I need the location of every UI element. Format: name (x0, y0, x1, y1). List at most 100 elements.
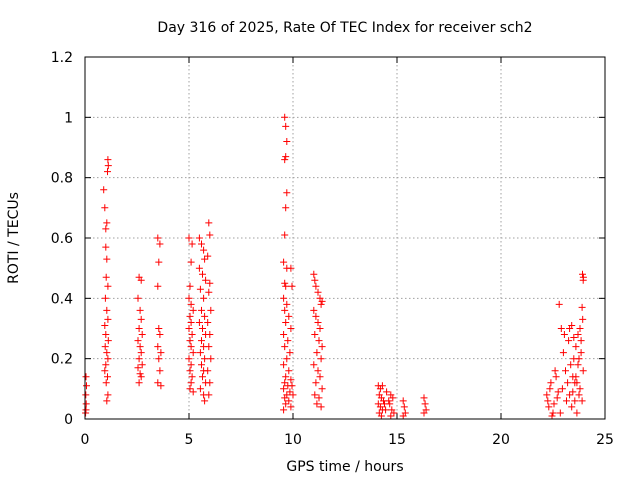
data-point (187, 361, 195, 369)
data-point (311, 391, 319, 399)
data-point (421, 400, 429, 408)
data-point (103, 397, 111, 405)
y-tick-label: 0.2 (51, 352, 73, 368)
data-point (196, 349, 204, 357)
data-point (101, 343, 109, 351)
data-point (399, 397, 407, 405)
data-point (280, 294, 288, 302)
data-point (156, 331, 164, 338)
data-point (575, 391, 583, 399)
data-point (156, 367, 164, 375)
data-point (185, 234, 193, 242)
data-point (389, 394, 397, 402)
data-point (200, 294, 208, 302)
data-point (310, 270, 318, 278)
data-point (198, 337, 205, 345)
data-point (104, 373, 111, 381)
data-point (570, 334, 578, 341)
y-axis-label: ROTI / TECUs (6, 192, 22, 284)
data-point (574, 331, 582, 338)
data-point (102, 361, 110, 369)
data-point (576, 325, 584, 332)
data-point (563, 397, 570, 405)
data-point (578, 397, 586, 405)
data-point (547, 379, 555, 387)
data-point (314, 367, 322, 375)
data-point (101, 322, 109, 329)
data-point (573, 379, 581, 387)
data-point (549, 409, 557, 417)
data-point (207, 306, 215, 314)
data-point (103, 306, 111, 314)
data-point (102, 243, 110, 251)
data-point (104, 391, 112, 399)
data-point (577, 337, 585, 345)
data-point (104, 355, 112, 363)
data-point (206, 231, 214, 239)
data-point (556, 409, 564, 417)
data-point (102, 379, 110, 387)
data-point (280, 331, 288, 338)
data-point (154, 343, 162, 351)
data-point (136, 343, 144, 351)
data-point (284, 337, 292, 345)
data-point (103, 219, 111, 227)
x-tick-label: 5 (185, 432, 194, 448)
data-point (186, 367, 194, 375)
data-point (579, 273, 587, 281)
data-point (187, 300, 195, 308)
data-point (288, 282, 296, 290)
data-point (104, 282, 112, 290)
data-point (196, 385, 204, 393)
data-point (281, 231, 289, 239)
data-point (281, 156, 289, 164)
data-point (317, 355, 325, 363)
data-point (287, 325, 295, 332)
data-point (579, 315, 587, 323)
data-point (201, 312, 209, 320)
x-axis-label: GPS time / hours (286, 459, 403, 475)
data-point (138, 331, 146, 338)
data-point (574, 361, 582, 369)
axis-ticks: 0 5 10 15 20 25 0 0.2 0.4 0.6 0.8 1 1.2 (51, 50, 614, 448)
data-point (283, 355, 291, 363)
data-point (207, 355, 215, 363)
data-point (100, 186, 108, 194)
data-point (577, 349, 585, 357)
data-point (285, 397, 293, 405)
data-point (378, 382, 386, 390)
x-tick-label: 10 (284, 432, 302, 448)
data-point (315, 337, 323, 345)
data-point (138, 361, 146, 369)
data-point (134, 294, 142, 302)
data-point (310, 361, 318, 369)
data-point (312, 282, 320, 290)
data-point (285, 312, 293, 320)
data-point (282, 122, 290, 130)
y-tick-label: 0.6 (51, 231, 73, 247)
data-point (576, 385, 584, 393)
data-point (287, 403, 295, 411)
grid (85, 57, 605, 419)
data-point (420, 394, 428, 402)
x-tick-label: 0 (81, 432, 90, 448)
data-point (553, 394, 561, 402)
data-point (82, 391, 90, 399)
data-point (551, 367, 559, 375)
data-point (198, 361, 205, 369)
data-point (280, 361, 288, 369)
data-point (200, 246, 208, 254)
data-point (545, 403, 553, 411)
data-point (314, 288, 322, 296)
data-point (101, 204, 109, 212)
y-tick-label: 0 (64, 412, 73, 428)
data-point (102, 225, 110, 233)
data-point (316, 325, 324, 332)
data-point (566, 391, 574, 399)
data-point (135, 379, 143, 387)
data-point (572, 343, 580, 351)
data-point (317, 300, 325, 308)
data-point (575, 355, 583, 363)
data-point (135, 325, 143, 332)
